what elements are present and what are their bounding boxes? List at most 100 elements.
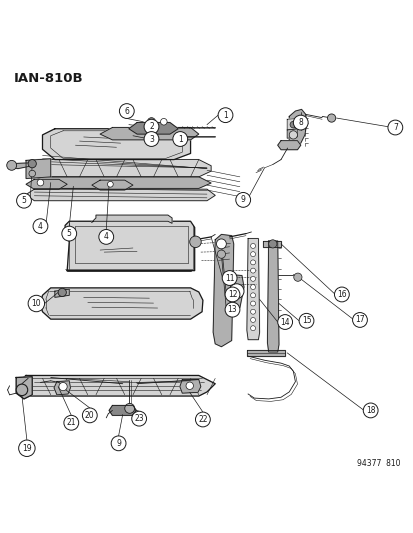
Text: 20: 20	[85, 411, 95, 420]
Text: 17: 17	[354, 316, 364, 325]
Circle shape	[387, 120, 402, 135]
Circle shape	[119, 103, 134, 118]
Circle shape	[64, 415, 78, 430]
Polygon shape	[30, 159, 211, 177]
Circle shape	[229, 284, 243, 298]
Polygon shape	[287, 118, 297, 130]
Circle shape	[250, 277, 255, 281]
Circle shape	[290, 122, 296, 128]
Circle shape	[222, 271, 237, 285]
Polygon shape	[179, 379, 200, 393]
Circle shape	[7, 160, 17, 170]
Polygon shape	[26, 159, 51, 179]
Circle shape	[250, 252, 255, 256]
Circle shape	[99, 230, 114, 244]
Circle shape	[147, 118, 155, 126]
Text: 5: 5	[21, 196, 26, 205]
Circle shape	[111, 436, 126, 451]
Text: 10: 10	[31, 299, 41, 308]
Circle shape	[82, 408, 97, 423]
Text: 1: 1	[178, 134, 182, 143]
Circle shape	[28, 295, 45, 312]
Circle shape	[59, 383, 67, 391]
Text: 94377  810: 94377 810	[356, 459, 399, 468]
Circle shape	[250, 301, 255, 306]
Circle shape	[293, 115, 307, 130]
Circle shape	[195, 412, 210, 427]
Text: 5: 5	[66, 229, 71, 238]
Polygon shape	[289, 109, 306, 148]
Polygon shape	[9, 163, 30, 168]
Circle shape	[235, 192, 250, 207]
Circle shape	[250, 285, 255, 289]
Text: 18: 18	[365, 406, 375, 415]
Circle shape	[250, 293, 255, 298]
Circle shape	[131, 411, 146, 426]
Text: 4: 4	[38, 222, 43, 231]
Polygon shape	[26, 179, 67, 189]
Circle shape	[250, 244, 255, 248]
Polygon shape	[40, 288, 202, 319]
Circle shape	[189, 236, 201, 248]
Polygon shape	[213, 235, 233, 346]
Text: 15: 15	[301, 316, 311, 325]
Text: 14: 14	[280, 318, 289, 327]
Polygon shape	[267, 241, 278, 352]
Polygon shape	[247, 350, 285, 356]
Polygon shape	[65, 221, 194, 271]
Polygon shape	[26, 189, 215, 201]
Circle shape	[29, 170, 36, 177]
Text: 3: 3	[149, 134, 154, 143]
Polygon shape	[17, 375, 215, 396]
Polygon shape	[55, 289, 69, 297]
Text: 13: 13	[227, 305, 237, 314]
Circle shape	[362, 403, 377, 418]
Polygon shape	[43, 129, 190, 159]
Circle shape	[216, 239, 226, 249]
Polygon shape	[262, 241, 280, 247]
Text: 9: 9	[240, 196, 245, 204]
Polygon shape	[246, 239, 259, 340]
Polygon shape	[54, 381, 70, 395]
Circle shape	[277, 314, 292, 329]
Text: 9: 9	[116, 439, 121, 448]
Polygon shape	[277, 141, 300, 150]
Circle shape	[124, 403, 134, 413]
Polygon shape	[229, 274, 243, 309]
Circle shape	[250, 309, 255, 314]
Circle shape	[144, 132, 159, 147]
Text: 4: 4	[104, 232, 109, 241]
Text: 6: 6	[124, 107, 129, 116]
Circle shape	[352, 312, 366, 327]
Circle shape	[298, 313, 313, 328]
Text: 1: 1	[223, 111, 227, 120]
Text: 19: 19	[22, 444, 32, 453]
Circle shape	[58, 288, 66, 296]
Text: 21: 21	[66, 418, 76, 427]
Circle shape	[218, 108, 233, 123]
Text: 23: 23	[134, 414, 144, 423]
Text: 2: 2	[149, 122, 154, 131]
Circle shape	[19, 440, 35, 456]
Circle shape	[225, 287, 239, 302]
Circle shape	[289, 131, 297, 139]
Text: 11: 11	[224, 273, 234, 282]
Circle shape	[16, 384, 28, 395]
Circle shape	[334, 287, 349, 302]
Polygon shape	[128, 123, 178, 134]
Circle shape	[293, 273, 301, 281]
Text: IAN-810B: IAN-810B	[14, 72, 83, 85]
Text: 16: 16	[336, 290, 346, 299]
Circle shape	[185, 382, 193, 390]
Circle shape	[28, 159, 36, 168]
Text: 12: 12	[227, 290, 237, 299]
Circle shape	[225, 302, 239, 317]
Polygon shape	[100, 127, 198, 140]
Polygon shape	[16, 377, 32, 399]
Circle shape	[160, 118, 167, 125]
Circle shape	[62, 226, 76, 241]
Circle shape	[250, 260, 255, 265]
Circle shape	[268, 240, 276, 248]
Circle shape	[107, 181, 113, 187]
Circle shape	[37, 179, 44, 186]
